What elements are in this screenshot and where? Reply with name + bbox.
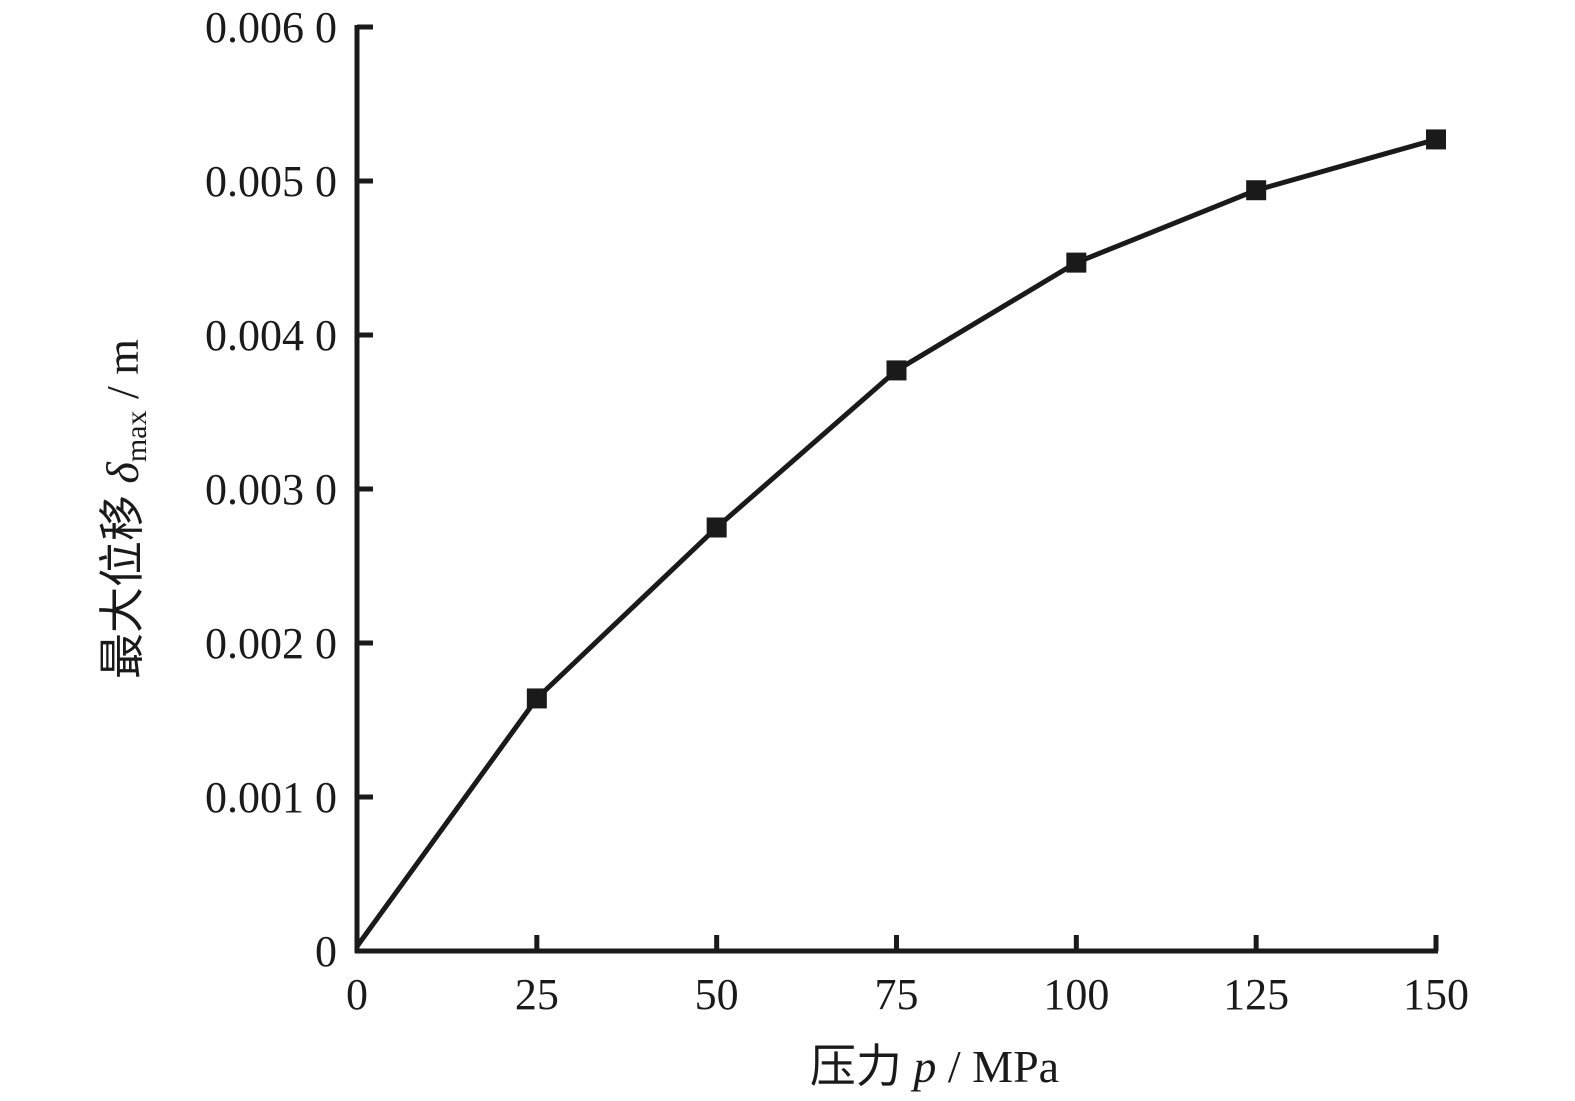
y-tick-label: 0.006 0	[205, 3, 337, 52]
x-ticks: 0 25 50 75 100 125 150	[346, 935, 1469, 1019]
x-axis-label-prefix: 压力	[810, 1041, 914, 1092]
x-axis-label-unit: / MPa	[936, 1041, 1059, 1092]
y-axis-label: 最大位移 δmax / m	[97, 339, 153, 679]
data-point-marker	[1426, 129, 1446, 150]
data-point-marker	[886, 360, 907, 381]
y-tick-label: 0.003 0	[205, 465, 337, 514]
x-tick-label: 150	[1403, 970, 1469, 1019]
series-line	[354, 137, 1437, 948]
y-axis-label-symbol: δ	[97, 462, 148, 484]
y-tick-label: 0.001 0	[205, 773, 337, 822]
y-axis-label-unit: / m	[97, 339, 148, 411]
x-tick-label: 0	[346, 970, 368, 1019]
x-tick-label: 125	[1223, 970, 1289, 1019]
y-axis-label-subscript: max	[120, 411, 153, 463]
x-tick-label: 25	[515, 970, 559, 1019]
series	[354, 129, 1446, 948]
y-tick-label: 0.005 0	[205, 157, 337, 206]
data-point-marker	[526, 688, 547, 709]
y-tick-label: 0.004 0	[205, 311, 337, 360]
y-ticks: 0 0.001 0 0.002 0 0.003 0 0.004 0 0.005 0 0.00…	[205, 3, 373, 976]
data-point-marker	[1246, 180, 1267, 201]
y-axis-label-prefix: 最大位移	[97, 484, 148, 680]
x-axis-label: 压力 p / MPa	[810, 1041, 1059, 1092]
x-tick-label: 100	[1043, 970, 1109, 1019]
y-tick-label: 0.002 0	[205, 619, 337, 668]
x-tick-label: 50	[695, 970, 739, 1019]
x-tick-label: 75	[875, 970, 919, 1019]
x-axis-label-symbol: p	[910, 1041, 936, 1092]
y-tick-label: 0	[315, 927, 337, 976]
axes	[354, 25, 1438, 954]
data-point-marker	[706, 517, 727, 538]
data-point-marker	[1066, 252, 1087, 273]
